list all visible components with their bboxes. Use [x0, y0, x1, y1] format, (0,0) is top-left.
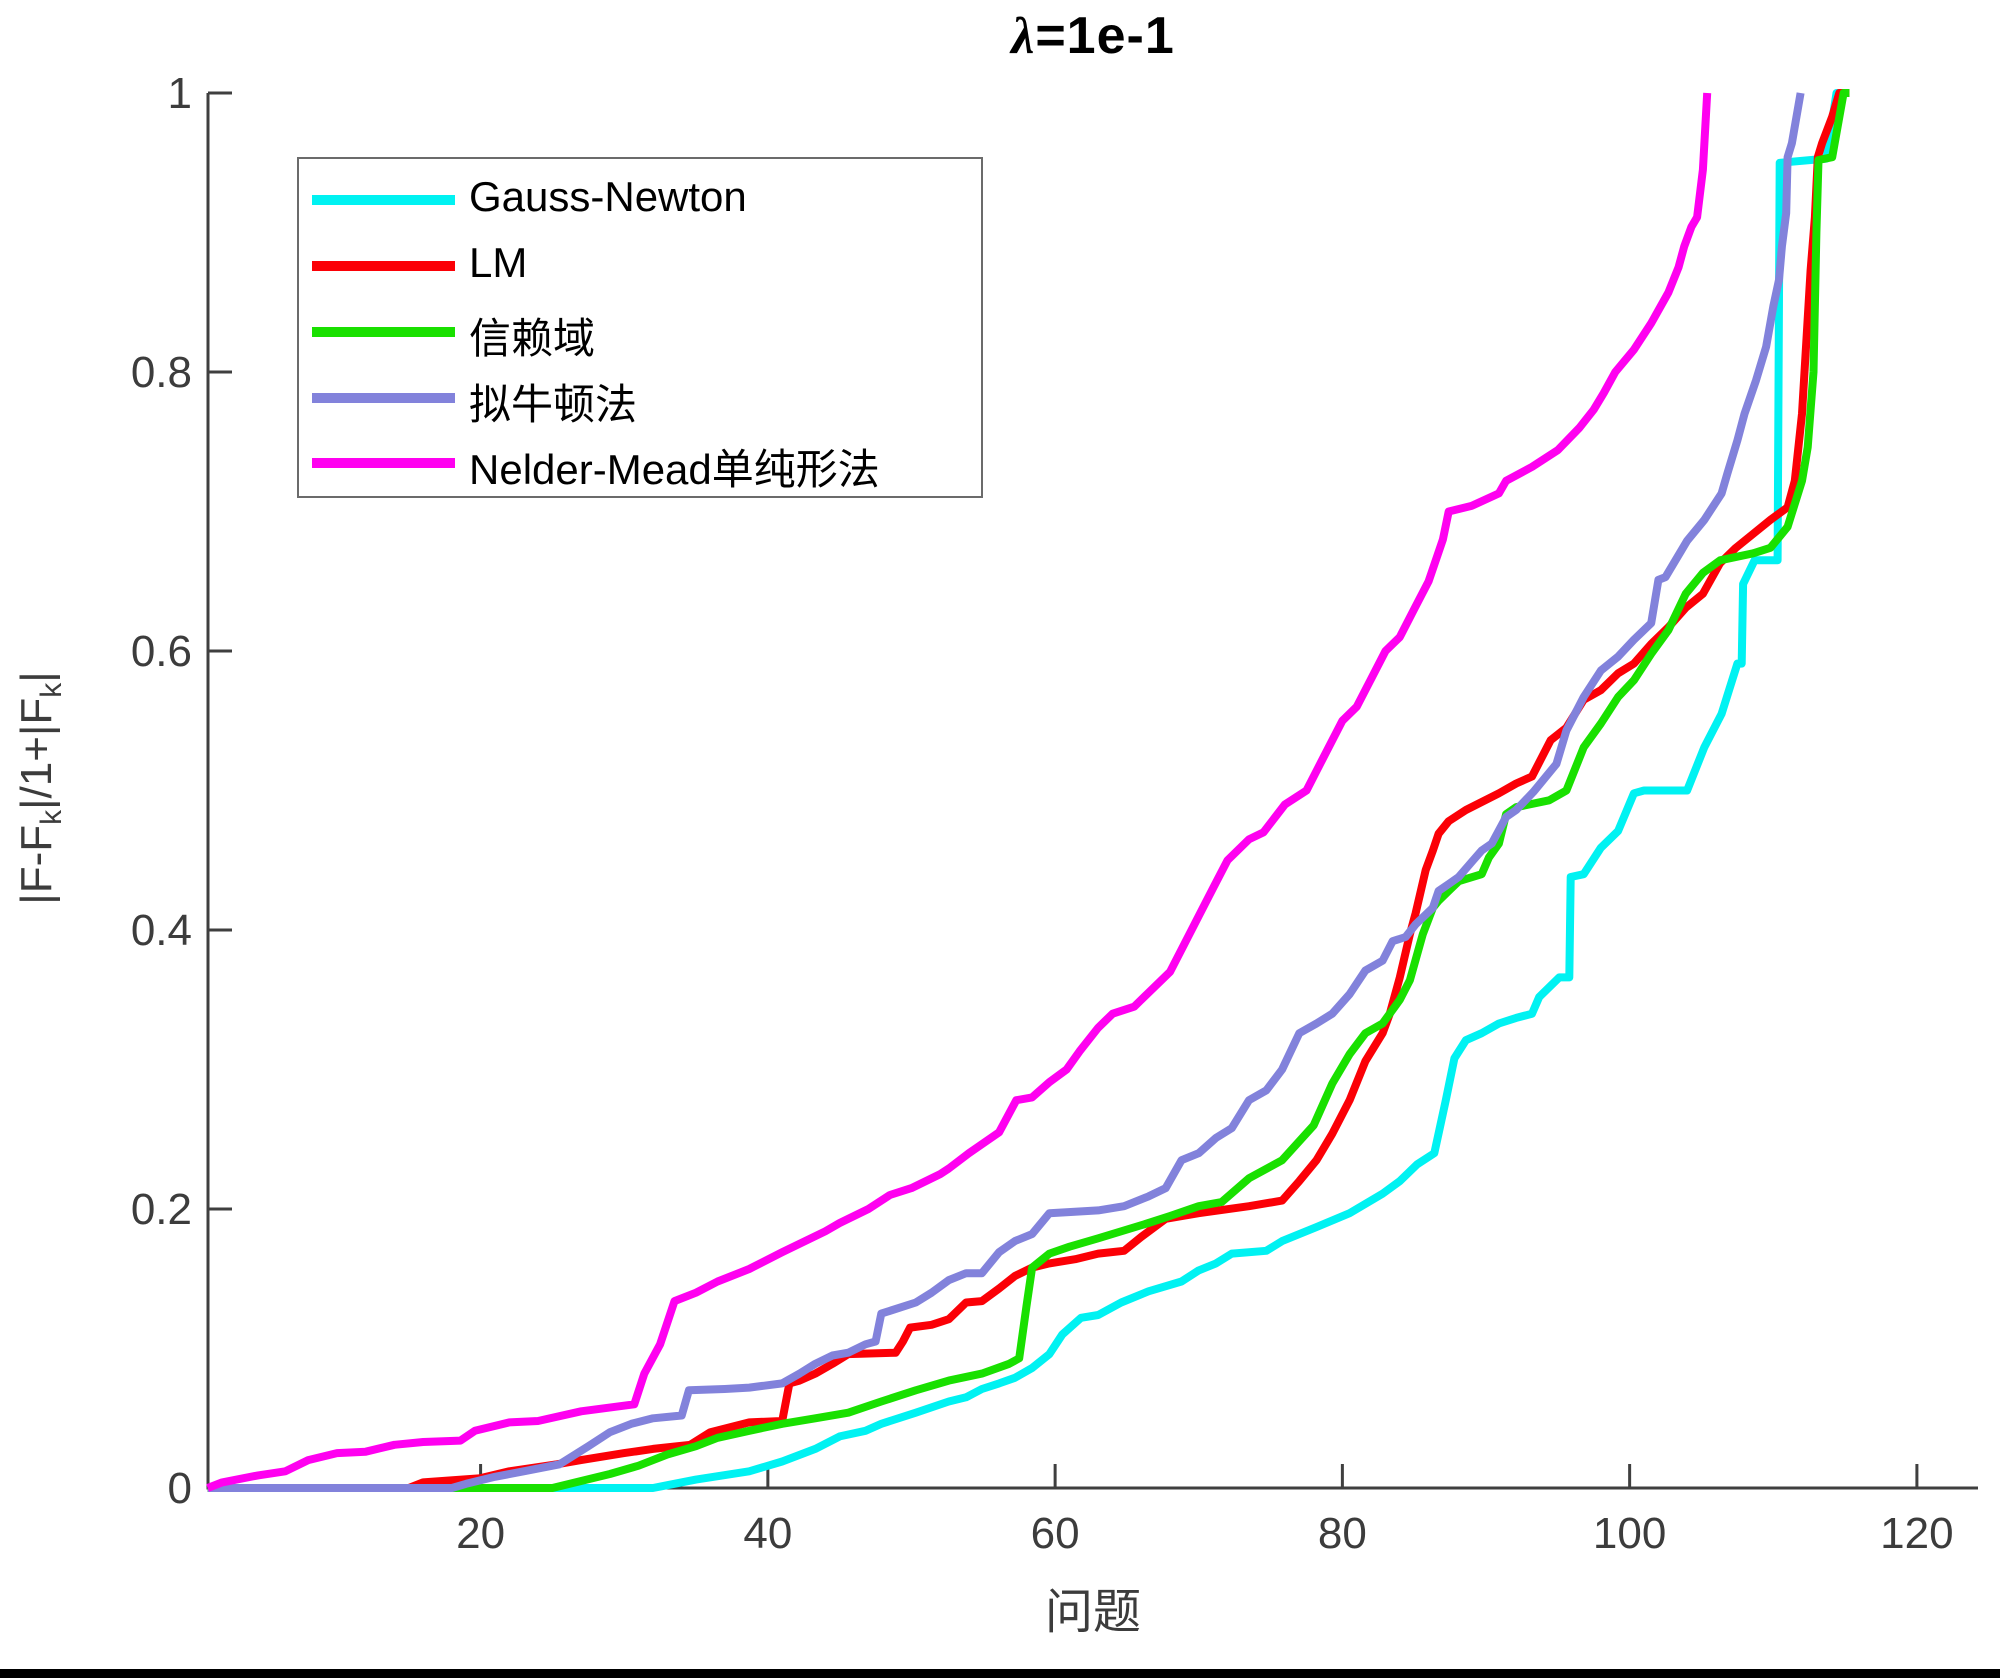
y-tick-label: 0: [168, 1464, 192, 1513]
chart-title-rest: =1e-1: [1035, 7, 1175, 65]
legend-line-swatch-trust-region: [312, 327, 455, 337]
y-tick-label: 1: [168, 69, 192, 118]
chart-title-lambda: λ: [1011, 8, 1036, 65]
x-tick-label: 60: [1031, 1509, 1080, 1558]
x-tick-label: 100: [1593, 1509, 1666, 1558]
legend-label-lm: LM: [469, 239, 528, 286]
legend-line-swatch-nelder-mead: [312, 458, 455, 468]
legend-label-gauss-newton: Gauss-Newton: [469, 173, 747, 220]
series-line-trust-region: [207, 89, 1850, 1492]
legend-item-trust-region: 信赖域: [299, 315, 981, 362]
legend-box: Gauss-Newton LM 信赖域拟牛顿法 Nelder-Mead单纯形法: [297, 157, 983, 498]
x-tick-label: 120: [1880, 1509, 1953, 1558]
chart-title: λ=1e-1: [208, 6, 1978, 66]
legend-line-swatch-lm: [312, 261, 455, 271]
y-tick-label: 0.8: [131, 348, 192, 397]
bottom-border-bar: [0, 1669, 2000, 1678]
x-tick-label: 80: [1318, 1509, 1367, 1558]
x-tick-label: 20: [456, 1509, 505, 1558]
legend-label-quasi-newton: 拟牛顿法: [469, 381, 638, 428]
series-line-quasi-newton: [207, 92, 1805, 1492]
legend-line-swatch-gauss-newton: [312, 195, 455, 205]
legend-label-nelder-mead: Nelder-Mead单纯形法: [469, 446, 880, 493]
legend-line-swatch-quasi-newton: [312, 393, 455, 403]
legend-item-gauss-newton: Gauss-Newton: [299, 173, 981, 220]
x-axis-label: 问题: [1044, 1586, 1141, 1639]
series-line-gauss-newton: [207, 89, 1850, 1492]
series-line-nelder-mead: [206, 92, 1712, 1492]
y-axis-label: |F-Fk|/1+|Fk|: [12, 671, 68, 905]
x-tick-label: 40: [743, 1509, 792, 1558]
y-tick-label: 0.6: [131, 627, 192, 676]
legend-item-quasi-newton: 拟牛顿法: [299, 381, 981, 428]
legend-item-lm: LM: [299, 239, 981, 286]
legend-item-nelder-mead: Nelder-Mead单纯形法: [299, 446, 981, 493]
legend-label-trust-region: 信赖域: [469, 315, 596, 362]
y-tick-label: 0.4: [131, 906, 192, 955]
y-tick-label: 0.2: [131, 1185, 192, 1234]
